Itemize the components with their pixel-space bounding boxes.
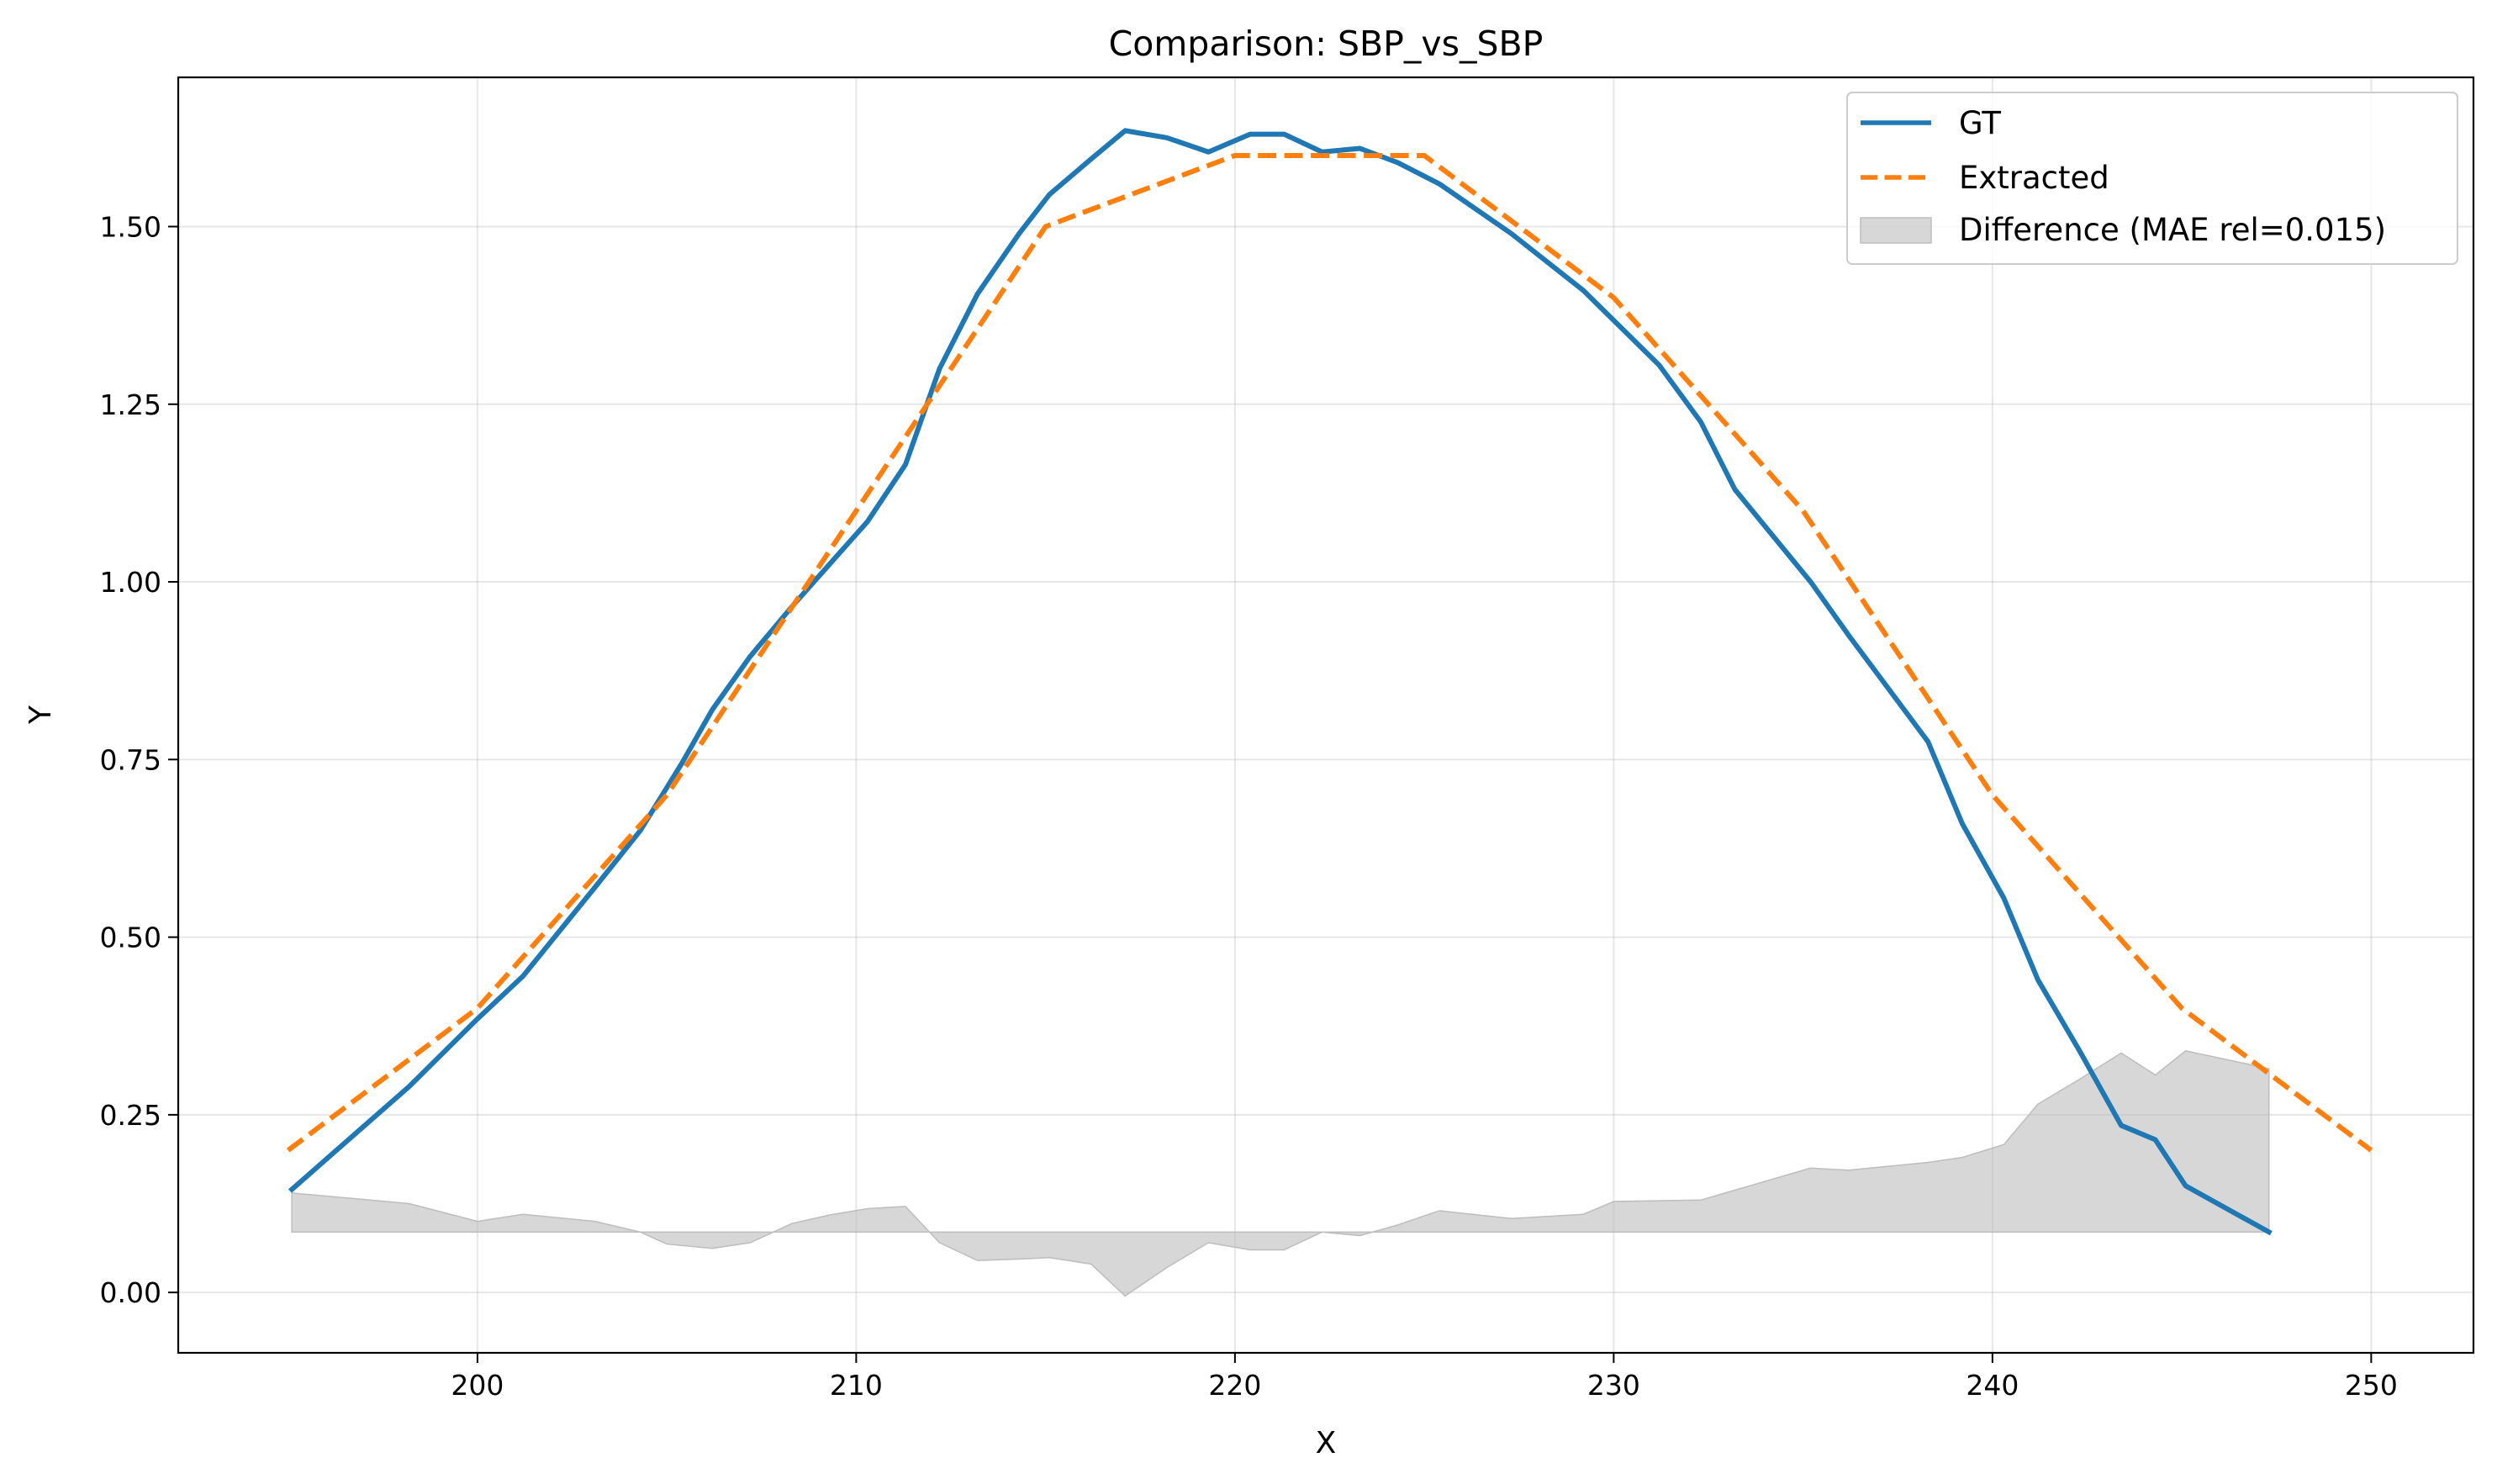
x-tick-label: 240 bbox=[1966, 1369, 2019, 1402]
x-tick-label: 200 bbox=[451, 1369, 504, 1402]
y-tick-label: 1.25 bbox=[100, 388, 161, 421]
x-tick-label: 250 bbox=[2345, 1369, 2398, 1402]
legend: GT Extracted Difference (MAE rel=0.015) bbox=[1846, 92, 2458, 265]
grid bbox=[178, 77, 2473, 1353]
series-layer bbox=[286, 128, 2373, 1236]
plot-frame bbox=[177, 76, 2475, 1355]
x-tick-label: 230 bbox=[1587, 1369, 1640, 1402]
chart-title: Comparison: SBP_vs_SBP bbox=[1109, 24, 1544, 64]
series-gt-line bbox=[288, 128, 2273, 1236]
x-axis-label: X bbox=[1316, 1426, 1337, 1460]
y-tick-label: 1.00 bbox=[100, 566, 161, 599]
x-tick-label: 220 bbox=[1208, 1369, 1261, 1402]
y-tick-label: 0.00 bbox=[100, 1276, 161, 1309]
legend-extracted-label: Extracted bbox=[1959, 160, 2109, 196]
difference-fill bbox=[291, 1050, 2270, 1297]
x-tick-label: 210 bbox=[830, 1369, 883, 1402]
y-tick-label: 0.25 bbox=[100, 1099, 161, 1132]
x-axis-ticks: 200 210 220 230 240 250 bbox=[451, 1353, 2398, 1402]
series-extracted-line bbox=[286, 152, 2373, 1153]
y-axis-ticks: 0.00 0.25 0.50 0.75 1.00 1.25 1.50 bbox=[100, 210, 178, 1309]
y-tick-label: 0.50 bbox=[100, 922, 161, 954]
y-axis-label: Y bbox=[24, 705, 58, 725]
difference-area bbox=[291, 1050, 2270, 1297]
legend-gt-label: GT bbox=[1959, 105, 2001, 141]
y-tick-label: 1.50 bbox=[100, 210, 161, 243]
legend-box bbox=[1846, 92, 2458, 265]
y-tick-label: 0.75 bbox=[100, 743, 161, 776]
legend-difference-label: Difference (MAE rel=0.015) bbox=[1959, 212, 2386, 248]
legend-difference-swatch bbox=[1860, 217, 1932, 244]
